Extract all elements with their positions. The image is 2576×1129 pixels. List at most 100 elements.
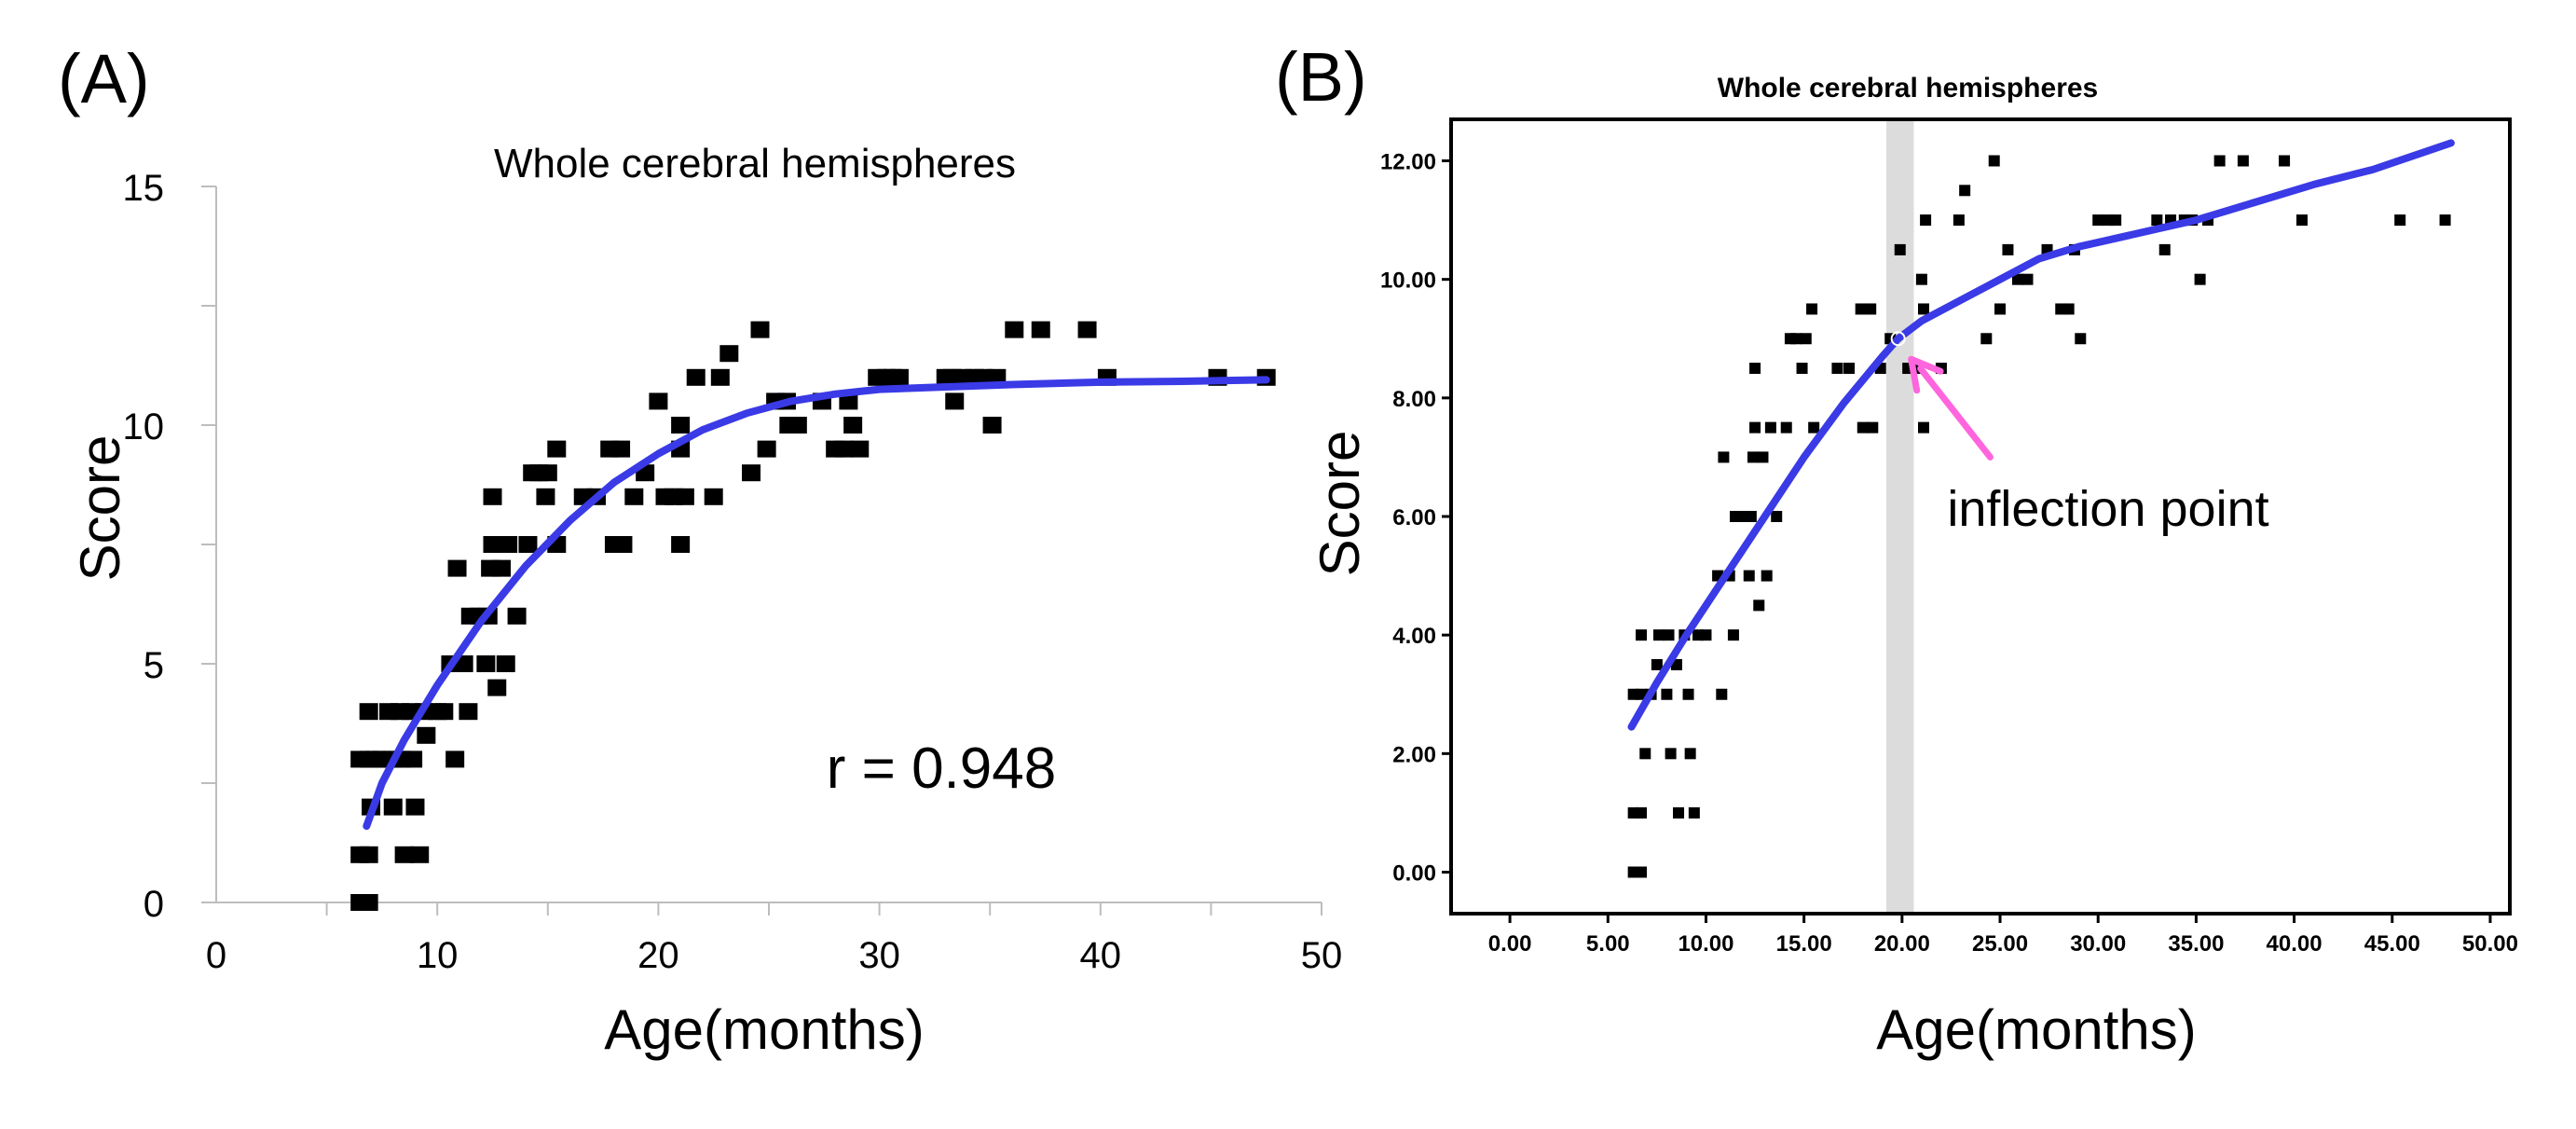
- panel-a-data-point: [1077, 321, 1097, 338]
- panel-a-data-point: [410, 846, 430, 863]
- panel-b-data-point: [1994, 303, 2007, 315]
- panel-a-y-label: Score: [69, 435, 131, 582]
- panel-b-data-point: [1684, 748, 1696, 760]
- panel-b-data-point: [1665, 748, 1677, 760]
- panel-b-data-point: [2279, 155, 2291, 167]
- panel-a-data-point: [507, 607, 527, 625]
- panel-b-data-point: [2011, 273, 2023, 285]
- panel-a-data-point: [394, 846, 414, 863]
- panel-b-y-tick-label: 10.00: [1380, 268, 1436, 294]
- panel-b-data-point: [1796, 363, 1808, 375]
- panel-b-data-point: [1749, 421, 1761, 434]
- panel-a-data-point: [1005, 321, 1024, 338]
- panel-b-y-tick-label: 4.00: [1392, 624, 1436, 649]
- panel-b-fit-line: [1627, 139, 2455, 731]
- inflection-arrow-head: [1908, 355, 1944, 394]
- panel-b-data-point: [1894, 243, 1906, 255]
- panel-a-letter: (A): [58, 40, 150, 117]
- panel-b-data-point: [1806, 303, 1818, 315]
- panel-a-data-point: [383, 798, 403, 816]
- panel-a-data-point: [483, 536, 502, 553]
- panel-a-data-point: [613, 536, 633, 553]
- panel-b-x-tick-label: 10.00: [1678, 931, 1733, 957]
- panel-b-data-point: [1757, 451, 1769, 463]
- panel-b-data-point: [1855, 303, 1867, 315]
- inflection-arrow-shaft: [1917, 365, 1994, 461]
- panel-b-data-point: [2237, 155, 2249, 167]
- panel-a-data-point: [945, 392, 965, 410]
- panel-a-data-point: [359, 846, 378, 863]
- panel-b-y-label: Score: [1309, 431, 1371, 577]
- panel-b-data-point: [1636, 866, 1648, 878]
- panel-b-data-point: [1743, 570, 1755, 582]
- panel-a-data-point: [538, 464, 557, 482]
- panel-b-x-label: Age(months): [1876, 998, 2196, 1061]
- panel-a-y-tick-label: 0: [144, 884, 164, 925]
- panel-b-data-point: [1917, 303, 1929, 315]
- panel-b-data-point: [2439, 214, 2451, 227]
- panel-b-data-point: [2296, 214, 2309, 227]
- panel-a-data-point: [710, 368, 730, 386]
- panel-a-data-point: [788, 417, 807, 434]
- panel-a-data-point: [675, 488, 694, 505]
- panel-a-data-point: [359, 894, 378, 911]
- panel-b-data-point: [1790, 333, 1802, 345]
- panel-a-points: [350, 321, 1276, 911]
- panel-a-data-point: [649, 392, 668, 410]
- panel-a-data-point: [547, 440, 567, 458]
- panel-a-data-point: [843, 417, 863, 434]
- panel-b-data-point: [1673, 806, 1685, 819]
- panel-b-x-tick-label: 50.00: [2462, 931, 2518, 957]
- panel-a-data-point: [496, 655, 515, 672]
- panel-b-data-point: [1636, 629, 1648, 641]
- panel-b-data-point: [1959, 185, 1971, 197]
- panel-a-fit-line: [363, 376, 1270, 831]
- panel-a-data-point: [686, 368, 706, 386]
- panel-b-y-tick-label: 12.00: [1380, 150, 1436, 175]
- panel-a-x-tick-label: 10: [417, 935, 459, 976]
- panel-b-data-point: [1753, 599, 1765, 612]
- panel-a-y-ticks: 0 5 10 15: [123, 168, 165, 925]
- panel-a-data-point: [459, 703, 478, 721]
- panel-b-data-point: [1988, 155, 2000, 167]
- panel-a-data-point: [499, 536, 518, 553]
- panel-a-data-point: [434, 703, 454, 721]
- panel-a-data-point: [445, 750, 465, 768]
- panel-a-data-point: [757, 440, 776, 458]
- panel-b-data-point: [1636, 806, 1648, 819]
- panel-b-data-point: [1953, 214, 1965, 227]
- panel-b-data-point: [1636, 688, 1648, 700]
- panel-b-y-tick-label: 0.00: [1392, 861, 1436, 886]
- panel-a-y-tick-label: 5: [144, 645, 164, 686]
- panel-b-data-point: [2092, 214, 2104, 227]
- panel-a-x-ticks: 0 10 20 30 40 50: [206, 935, 1342, 976]
- panel-b-data-point: [1639, 748, 1651, 760]
- panel-b-data-point: [2194, 273, 2206, 285]
- panel-b-data-point: [1857, 421, 1869, 434]
- panel-a-data-point: [487, 679, 507, 696]
- panel-a-data-point: [417, 726, 436, 744]
- panel-b-data-point: [1718, 451, 1730, 463]
- panel-a-data-point: [982, 417, 1002, 434]
- panel-b-data-point: [1915, 273, 1927, 285]
- panel-b-data-point: [1663, 629, 1675, 641]
- panel-b-highlight-band: [1886, 119, 1914, 914]
- panel-a-x-tick-label: 40: [1080, 935, 1122, 976]
- panel-b-data-point: [1865, 303, 1877, 315]
- panel-a-data-point: [404, 750, 423, 768]
- panel-b-data-point: [1980, 333, 1993, 345]
- panel-b-y-ticks: 0.00 2.00 4.00 6.00 8.00 10.00 12.00: [1380, 150, 1451, 886]
- panel-b-data-point: [2075, 333, 2087, 345]
- panel-b-data-point: [2021, 273, 2034, 285]
- panel-b-data-point: [1831, 363, 1843, 375]
- panel-a-title: Whole cerebral hemispheres: [494, 141, 1016, 186]
- panel-b-x-tick-label: 5.00: [1586, 931, 1630, 957]
- panel-a-x-label: Age(months): [604, 998, 924, 1061]
- panel-a-data-point: [405, 798, 425, 816]
- panel-b-data-point: [1688, 806, 1700, 819]
- panel-a-r-annotation: r = 0.948: [827, 737, 1056, 801]
- panel-a-data-point: [742, 464, 761, 482]
- panel-b-x-tick-label: 40.00: [2267, 931, 2323, 957]
- inflection-point-label: inflection point: [1947, 481, 2268, 537]
